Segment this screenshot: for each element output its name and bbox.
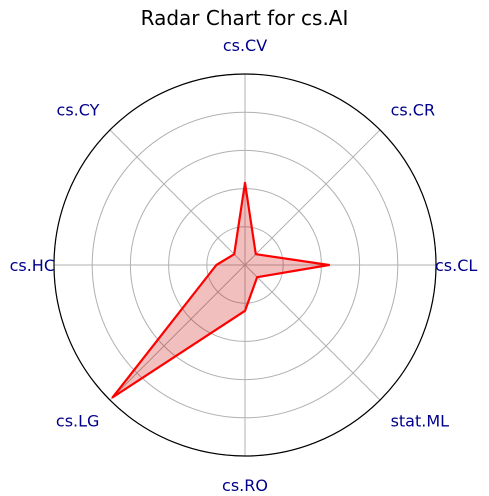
chart-title: Radar Chart for cs.AI (140, 6, 349, 30)
series-line (111, 181, 331, 399)
axis-label-cs-cy: cs.CY (57, 100, 100, 119)
grid-spoke (244, 264, 381, 401)
grid-spoke (244, 129, 381, 266)
polar-frame (53, 73, 437, 457)
axis-label-cs-cr: cs.CR (391, 100, 436, 119)
grid-spoke (109, 129, 246, 266)
series-area (112, 182, 330, 398)
axis-label-stat-ml: stat.ML (391, 412, 450, 431)
axis-label-cs-cv: cs.CV (223, 36, 267, 55)
axis-label-cs-cl: cs.CL (435, 256, 477, 275)
axis-label-cs-lg: cs.LG (56, 412, 100, 431)
grid-spoke (109, 264, 246, 401)
axis-label-cs-ro: cs.RO (222, 476, 268, 495)
axis-label-cs-hc: cs.HC (10, 256, 55, 275)
